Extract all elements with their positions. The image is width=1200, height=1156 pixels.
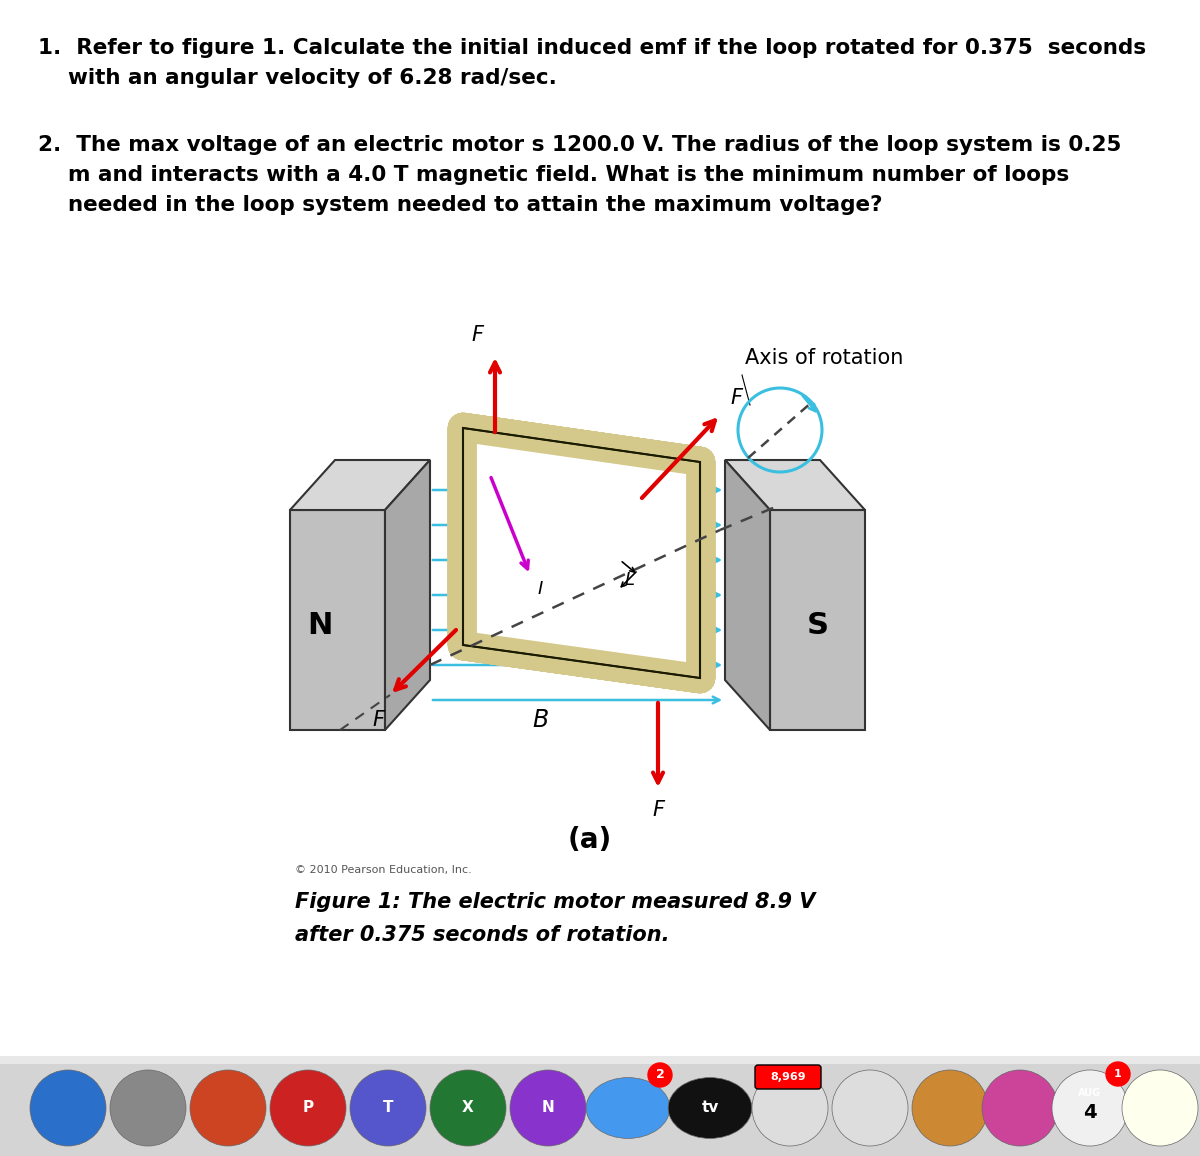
Text: F: F	[730, 388, 742, 408]
Polygon shape	[290, 460, 430, 510]
Circle shape	[30, 1070, 106, 1146]
Text: S: S	[808, 610, 829, 639]
Text: needed in the loop system needed to attain the maximum voltage?: needed in the loop system needed to atta…	[38, 195, 882, 215]
Circle shape	[430, 1070, 506, 1146]
FancyBboxPatch shape	[755, 1065, 821, 1089]
Text: tv: tv	[701, 1101, 719, 1116]
Text: Figure 1: The electric motor measured 8.9 V: Figure 1: The electric motor measured 8.…	[295, 892, 815, 912]
Circle shape	[1052, 1070, 1128, 1146]
Text: © 2010 Pearson Education, Inc.: © 2010 Pearson Education, Inc.	[295, 865, 472, 875]
Circle shape	[510, 1070, 586, 1146]
Circle shape	[648, 1064, 672, 1087]
Text: AUG: AUG	[1079, 1088, 1102, 1098]
Circle shape	[832, 1070, 908, 1146]
Ellipse shape	[587, 1077, 670, 1139]
Text: 2: 2	[655, 1068, 665, 1082]
Text: B: B	[532, 707, 548, 732]
Text: (a): (a)	[568, 827, 612, 854]
Circle shape	[1122, 1070, 1198, 1146]
Text: after 0.375 seconds of rotation.: after 0.375 seconds of rotation.	[295, 925, 670, 944]
Text: X: X	[462, 1101, 474, 1116]
Polygon shape	[770, 510, 865, 729]
Circle shape	[982, 1070, 1058, 1146]
Text: T: T	[383, 1101, 394, 1116]
Text: 1.  Refer to figure 1. Calculate the initial induced emf if the loop rotated for: 1. Refer to figure 1. Calculate the init…	[38, 38, 1146, 58]
Circle shape	[1106, 1062, 1130, 1085]
Text: N: N	[307, 610, 332, 639]
Text: L: L	[625, 571, 635, 590]
Circle shape	[110, 1070, 186, 1146]
FancyBboxPatch shape	[0, 1055, 1200, 1156]
Circle shape	[270, 1070, 346, 1146]
Polygon shape	[290, 510, 385, 729]
Text: F: F	[372, 710, 384, 729]
Text: I: I	[538, 580, 544, 598]
Polygon shape	[463, 428, 700, 679]
Circle shape	[350, 1070, 426, 1146]
Text: F: F	[470, 325, 482, 344]
Text: with an angular velocity of 6.28 rad/sec.: with an angular velocity of 6.28 rad/sec…	[38, 68, 557, 88]
Text: 2.  The max voltage of an electric motor s 1200.0 V. The radius of the loop syst: 2. The max voltage of an electric motor …	[38, 135, 1121, 155]
Text: m and interacts with a 4.0 T magnetic field. What is the minimum number of loops: m and interacts with a 4.0 T magnetic fi…	[38, 165, 1069, 185]
Ellipse shape	[668, 1077, 751, 1139]
Circle shape	[912, 1070, 988, 1146]
Polygon shape	[725, 460, 865, 510]
Polygon shape	[725, 460, 770, 729]
Text: 8,969: 8,969	[770, 1072, 806, 1082]
Circle shape	[752, 1070, 828, 1146]
Text: N: N	[541, 1101, 554, 1116]
Text: 4: 4	[1084, 1103, 1097, 1121]
Text: 1: 1	[1114, 1069, 1122, 1079]
FancyBboxPatch shape	[0, 1055, 1200, 1064]
Text: Axis of rotation: Axis of rotation	[745, 348, 904, 368]
Polygon shape	[385, 460, 430, 729]
Text: F: F	[652, 800, 664, 820]
Circle shape	[190, 1070, 266, 1146]
Text: P: P	[302, 1101, 313, 1116]
